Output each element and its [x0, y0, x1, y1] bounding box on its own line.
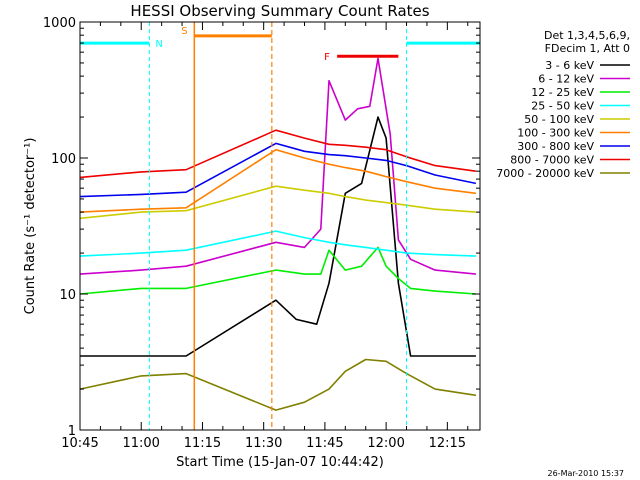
series-line-800-7000-kev	[79, 129, 477, 179]
y-tick-label: 1	[68, 424, 76, 439]
x-tick-label: 11:30	[245, 436, 282, 451]
footer-timestamp: 26-Mar-2010 15:37	[548, 469, 625, 478]
series-line-6-12-kev	[79, 57, 476, 275]
series-line-3-6-kev	[80, 116, 476, 357]
series-line-12-25-kev	[79, 246, 476, 295]
legend-header-line-2: FDecim 1, Att 0	[545, 42, 630, 55]
x-axis-label: Start Time (15-Jan-07 10:44:42)	[176, 455, 384, 470]
y-tick-label: 10	[59, 288, 76, 303]
night-marker-label: N	[155, 39, 162, 50]
chart-title: HESSI Observing Summary Count Rates	[130, 2, 429, 20]
x-tick-label: 12:15	[429, 436, 466, 451]
x-tick-label: 12:00	[367, 436, 404, 451]
series-line-25-50-kev	[79, 230, 476, 257]
legend-header-line-1: Det 1,3,4,5,6,9,	[544, 29, 630, 42]
x-tick-label: 11:15	[184, 436, 221, 451]
plot-series-layer	[79, 57, 477, 411]
x-tick-label: 11:45	[306, 436, 343, 451]
series-line-50-100-kev	[79, 185, 476, 220]
x-tick-label: 11:00	[122, 436, 159, 451]
legend-label-3-6-kev: 3 - 6 keV	[545, 59, 594, 72]
y-tick-label: 100	[51, 152, 76, 167]
axis-ticks: 10:45 11:00 11:15 11:30 11:45 12:00 12:15 1 10 10…	[43, 16, 480, 451]
saa-marker-label: S	[181, 26, 187, 37]
legend-label-25-50-kev: 25 - 50 keV	[531, 100, 594, 113]
y-tick-label: 1000	[43, 16, 76, 31]
y-axis-label: Count Rate (s⁻¹ detector⁻¹)	[23, 138, 38, 315]
legend-label-7000-20000-kev: 7000 - 20000 keV	[496, 167, 594, 180]
legend-label-50-100-kev: 50 - 100 keV	[524, 113, 594, 126]
series-line-100-300-kev	[79, 148, 476, 213]
plot-frame	[79, 21, 481, 431]
legend-label-6-12-kev: 6 - 12 keV	[538, 73, 594, 86]
legend-label-12-25-kev: 12 - 25 keV	[531, 86, 594, 99]
legend-label-100-300-kev: 100 - 300 keV	[517, 127, 594, 140]
annotation-layer: N S F	[80, 22, 481, 430]
x-tick-label: 10:45	[61, 436, 98, 451]
legend-label-300-800-kev: 300 - 800 keV	[517, 140, 594, 153]
legend-label-800-7000-kev: 800 - 7000 keV	[510, 154, 594, 167]
flare-marker-label: F	[324, 52, 330, 63]
series-line-7000-20000-kev	[79, 358, 477, 411]
series-line-300-800-kev	[79, 142, 477, 198]
